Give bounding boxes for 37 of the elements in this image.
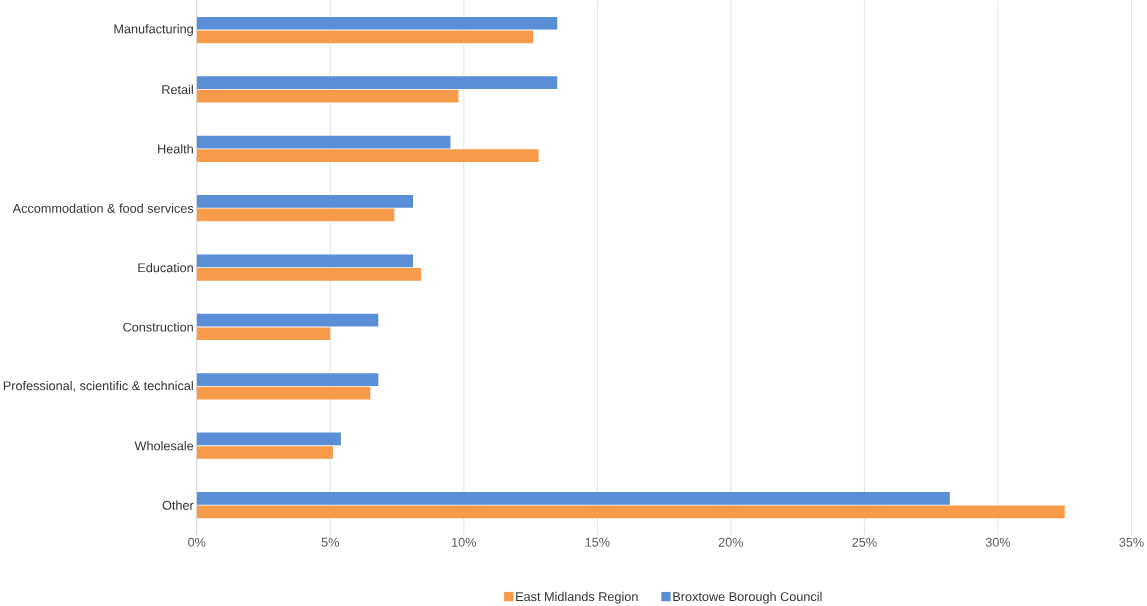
bar	[196, 505, 1065, 519]
y-tick-label: Retail	[162, 84, 193, 95]
legend-label: East Midlands Region	[516, 591, 638, 604]
bar	[196, 268, 422, 281]
y-tick-label: Health	[158, 144, 193, 154]
y-tick-label: Education	[138, 263, 193, 273]
y-tick-label: Wholesale	[134, 441, 194, 451]
y-tick-label: Manufacturing	[114, 24, 193, 37]
bar	[196, 327, 331, 341]
y-tick-label: Other	[162, 500, 194, 510]
y-tick-label: Accommodation & food services	[12, 203, 194, 214]
bar	[196, 195, 414, 208]
legend-label: Broxtowe Borough Council	[673, 591, 822, 604]
x-tick-label: 0%	[188, 537, 206, 547]
bar	[196, 208, 395, 222]
x-tick-label: 15%	[585, 537, 610, 547]
y-tick-label: Construction	[123, 322, 193, 332]
bar	[196, 373, 379, 387]
bar	[196, 492, 950, 505]
x-tick-label: 35%	[1119, 537, 1144, 547]
bar	[196, 135, 451, 149]
bar	[196, 386, 371, 400]
bar	[196, 314, 379, 327]
bar	[196, 30, 534, 44]
x-tick-label: 25%	[852, 537, 877, 547]
x-tick-label: 30%	[985, 537, 1011, 547]
bar	[196, 17, 558, 30]
x-tick-label: 20%	[718, 537, 744, 547]
bar	[196, 90, 459, 103]
bar	[196, 149, 539, 163]
x-tick-label: 10%	[452, 537, 477, 547]
y-tick-label: Professional, scientific & technical	[3, 381, 193, 392]
bar	[196, 254, 414, 268]
bar	[196, 76, 558, 90]
bar	[196, 432, 341, 446]
bar	[196, 446, 333, 460]
x-tick-label: 5%	[321, 537, 339, 547]
